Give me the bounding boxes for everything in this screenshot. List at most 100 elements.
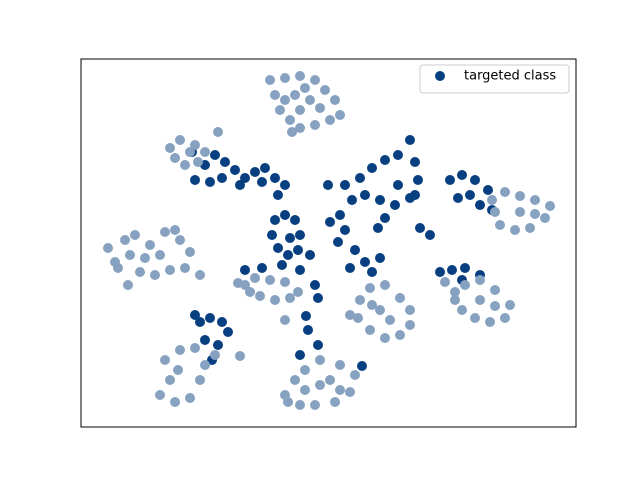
point: [205, 313, 215, 323]
point: [287, 127, 297, 137]
point: [285, 115, 295, 125]
point: [280, 210, 290, 220]
points: [103, 71, 555, 410]
point: [195, 270, 205, 280]
point: [135, 267, 145, 277]
point: [295, 265, 305, 275]
point: [205, 177, 215, 187]
point: [280, 277, 290, 287]
point: [173, 365, 183, 375]
point: [103, 243, 113, 253]
point: [283, 250, 293, 260]
point: [380, 333, 390, 343]
point: [295, 400, 305, 410]
point: [375, 195, 385, 205]
point: [405, 320, 415, 330]
point: [190, 343, 200, 353]
point: [295, 230, 305, 240]
point: [335, 210, 345, 220]
point: [130, 230, 140, 240]
point: [257, 263, 267, 273]
point: [385, 315, 395, 325]
point: [155, 250, 165, 260]
point: [313, 340, 323, 350]
point: [460, 280, 470, 290]
point: [485, 317, 495, 327]
point: [277, 260, 287, 270]
point: [300, 385, 310, 395]
point: [447, 265, 457, 275]
point: [240, 173, 250, 183]
point: [175, 235, 185, 245]
point: [200, 335, 210, 345]
point: [345, 387, 355, 397]
point: [500, 187, 510, 197]
point: [345, 263, 355, 273]
point: [333, 237, 343, 247]
point: [230, 165, 240, 175]
point: [257, 177, 267, 187]
point: [170, 397, 180, 407]
point: [300, 365, 310, 375]
point: [313, 293, 323, 303]
point: [350, 370, 360, 380]
point: [125, 250, 135, 260]
point: [190, 310, 200, 320]
point: [425, 230, 435, 240]
point: [200, 360, 210, 370]
point: [193, 157, 203, 167]
point: [267, 230, 277, 240]
point: [347, 195, 357, 205]
point: [185, 393, 195, 403]
point: [330, 397, 340, 407]
point: [457, 305, 467, 315]
point: [530, 195, 540, 205]
point: [340, 225, 350, 235]
point: [323, 180, 333, 190]
axes-frame: [80, 58, 577, 428]
point: [250, 273, 260, 283]
point: [510, 225, 520, 235]
point: [223, 327, 233, 337]
point: [170, 153, 180, 163]
point: [290, 375, 300, 385]
point: [315, 355, 325, 365]
point: [335, 110, 345, 120]
point: [213, 340, 223, 350]
point: [185, 147, 195, 157]
point: [475, 275, 485, 285]
point: [217, 317, 227, 327]
point: [175, 345, 185, 355]
point: [405, 305, 415, 315]
point: [470, 175, 480, 185]
point: [283, 397, 293, 407]
point: [490, 285, 500, 295]
point: [245, 287, 255, 297]
point: [290, 90, 300, 100]
point: [415, 223, 425, 233]
point: [500, 313, 510, 323]
point: [300, 83, 310, 93]
point: [445, 175, 455, 185]
point: [150, 270, 160, 280]
legend-box: [419, 64, 570, 94]
point: [295, 105, 305, 115]
legend-marker: [435, 71, 445, 81]
point: [200, 147, 210, 157]
point: [190, 175, 200, 185]
point: [280, 73, 290, 83]
point: [410, 157, 420, 167]
point: [345, 310, 355, 320]
point: [373, 223, 383, 233]
point: [525, 223, 535, 233]
point: [325, 217, 335, 227]
point: [290, 215, 300, 225]
point: [325, 375, 335, 385]
point: [470, 313, 480, 323]
point: [545, 201, 555, 211]
point: [140, 253, 150, 263]
point: [285, 293, 295, 303]
point: [515, 207, 525, 217]
point: [465, 190, 475, 200]
